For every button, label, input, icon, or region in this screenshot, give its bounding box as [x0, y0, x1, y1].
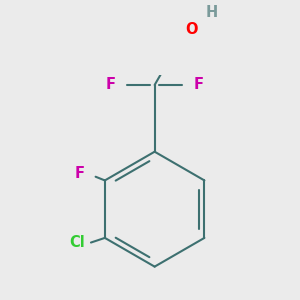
Text: F: F	[106, 77, 116, 92]
Text: F: F	[194, 77, 204, 92]
Text: H: H	[206, 5, 218, 20]
Text: F: F	[74, 166, 85, 181]
Text: Cl: Cl	[70, 235, 86, 250]
Text: O: O	[185, 22, 198, 37]
